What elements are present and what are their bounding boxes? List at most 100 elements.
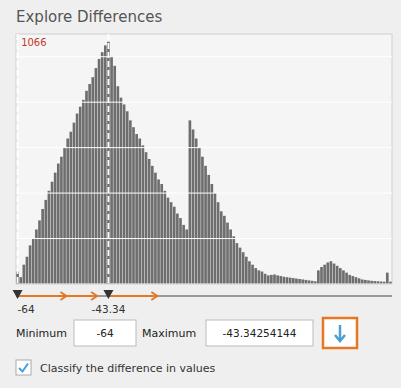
bar <box>160 184 163 284</box>
bar <box>54 173 57 284</box>
page: Explore Differences1066-64-43.34Minimum-… <box>0 0 401 388</box>
slider-track <box>16 295 392 296</box>
bar <box>258 270 261 284</box>
input-label: Minimum <box>16 327 67 340</box>
bar <box>358 278 361 284</box>
plot-frame <box>16 34 392 284</box>
bar <box>73 123 76 284</box>
bar <box>32 239 35 284</box>
bar <box>223 216 226 284</box>
bar <box>82 100 85 284</box>
bar <box>95 68 98 284</box>
bar <box>292 278 295 284</box>
bar <box>254 268 257 284</box>
bar <box>236 243 239 284</box>
bar <box>336 266 339 284</box>
grid-line <box>16 284 392 285</box>
bar <box>267 275 270 284</box>
bar <box>19 277 22 284</box>
bar <box>305 280 308 284</box>
bar <box>151 166 154 284</box>
bar <box>179 218 182 284</box>
grid-line <box>16 56 392 57</box>
bar <box>123 104 126 284</box>
bar <box>44 200 47 284</box>
grid-line <box>16 147 392 148</box>
bar <box>98 59 101 284</box>
bar <box>145 152 148 284</box>
input-value: -64 <box>96 327 113 339</box>
bar <box>164 191 167 284</box>
slider-arrow <box>110 295 153 297</box>
bar <box>207 175 210 284</box>
bar <box>198 148 201 284</box>
bar <box>201 157 204 284</box>
bar <box>232 236 235 284</box>
bar <box>182 225 185 284</box>
bar <box>189 120 192 284</box>
bar <box>29 245 32 284</box>
slider-handle[interactable] <box>13 290 23 299</box>
bar <box>195 139 198 284</box>
range-label: -64 <box>17 303 34 315</box>
bar <box>355 277 358 284</box>
bar <box>264 274 267 284</box>
bar <box>120 98 123 284</box>
bar <box>308 280 311 284</box>
bar <box>76 114 79 284</box>
bar <box>129 120 132 284</box>
annotation: 1066 <box>21 37 46 48</box>
bar <box>261 272 264 285</box>
slider-handle[interactable] <box>103 290 113 299</box>
bar <box>323 265 326 284</box>
title: Explore Differences <box>16 8 162 26</box>
bar <box>242 252 245 284</box>
bar <box>57 164 60 284</box>
input-box[interactable] <box>206 320 313 346</box>
bar <box>364 280 367 284</box>
bar <box>192 129 195 284</box>
checkbox[interactable] <box>16 360 31 375</box>
bar <box>361 279 364 284</box>
bar <box>167 198 170 284</box>
bar <box>273 274 276 284</box>
bar <box>142 145 145 284</box>
bar <box>279 276 282 284</box>
bar <box>117 86 120 284</box>
bar <box>270 275 273 284</box>
bar <box>333 264 336 284</box>
bar <box>26 257 29 284</box>
bar <box>352 276 355 284</box>
bar <box>101 52 104 284</box>
slider-arrow-head <box>151 292 157 300</box>
bar <box>204 166 207 284</box>
bar <box>226 223 229 284</box>
input-box[interactable] <box>74 320 136 346</box>
slider-arrow-head <box>91 292 97 300</box>
bar <box>79 107 82 284</box>
bar <box>217 202 220 284</box>
bar <box>60 157 63 284</box>
input-value: -43.34254144 <box>223 327 297 339</box>
bar <box>63 148 66 284</box>
download-icon <box>335 335 345 341</box>
bar <box>51 182 54 284</box>
checkbox-check <box>19 364 28 372</box>
bar <box>132 127 135 284</box>
grid-line <box>16 238 392 239</box>
bar <box>330 261 333 284</box>
reference-lines <box>18 34 109 284</box>
bar <box>104 45 107 284</box>
bar <box>386 273 389 284</box>
bar <box>220 211 223 284</box>
bar <box>88 84 91 284</box>
bar <box>245 257 248 284</box>
bar <box>176 214 179 284</box>
bar <box>66 139 69 284</box>
bar <box>85 91 88 284</box>
input-label: Maximum <box>142 327 196 340</box>
download-button[interactable] <box>323 318 357 348</box>
bar <box>70 132 73 284</box>
grid-line <box>16 193 392 194</box>
bar <box>154 173 157 284</box>
